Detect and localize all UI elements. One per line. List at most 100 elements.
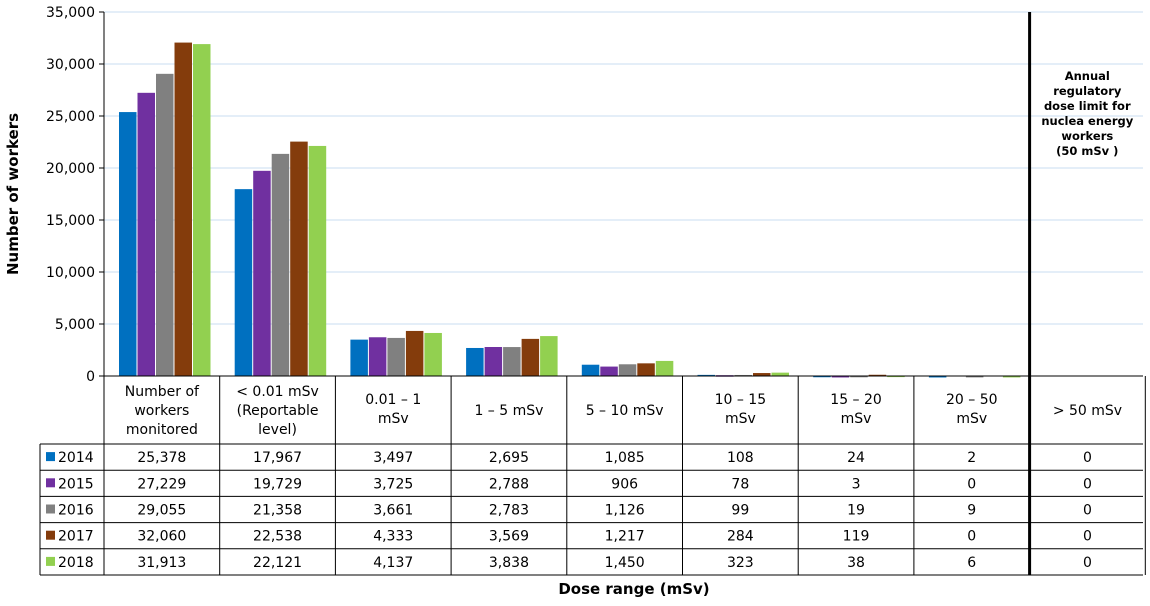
legend-label: 2015 (58, 476, 94, 492)
bar-2017-1 (290, 141, 308, 376)
bar-2018-1 (308, 145, 327, 376)
data-label: 2 (967, 450, 976, 466)
bar-2017-0 (174, 42, 192, 377)
legend-label: 2018 (58, 555, 94, 571)
data-label: 1,217 (605, 529, 645, 545)
dose-limit-annotation: Annual (1065, 69, 1110, 83)
bar-2014-1 (234, 189, 253, 376)
data-label: 19,729 (253, 476, 302, 492)
category-label: mSv (378, 411, 409, 427)
legend-key-2014 (46, 452, 55, 462)
y-tick-label: 5,000 (55, 317, 95, 333)
data-label: 0 (1083, 476, 1092, 492)
bar-2016-7 (965, 375, 984, 378)
data-label: 2,783 (489, 503, 529, 519)
bar-2018-7 (1002, 375, 1021, 378)
data-label: 17,967 (253, 450, 302, 466)
data-label: 1,450 (605, 555, 645, 571)
category-label: Number of (125, 384, 200, 400)
category-label: mSv (841, 411, 872, 427)
data-label: 22,121 (253, 555, 302, 571)
bar-2016-3 (503, 347, 521, 376)
data-label: 0 (1083, 529, 1092, 545)
bar-2014-7 (928, 375, 947, 378)
category-label: < 0.01 mSv (236, 384, 319, 400)
data-label: 3 (852, 476, 861, 492)
bar-2016-2 (387, 337, 405, 376)
data-label: 3,725 (373, 476, 413, 492)
category-label: workers (134, 403, 189, 419)
y-tick-label: 15,000 (46, 213, 95, 229)
legend-key-2015 (46, 478, 55, 488)
data-label: 0 (967, 476, 976, 492)
category-label: 1 – 5 mSv (474, 403, 543, 419)
data-label: 4,137 (373, 555, 413, 571)
bar-2016-4 (618, 364, 637, 376)
bar-2015-6 (831, 375, 850, 378)
data-label: 78 (731, 476, 749, 492)
y-tick-label: 0 (86, 369, 95, 385)
bar-2018-4 (655, 360, 674, 376)
data-label: 38 (847, 555, 865, 571)
category-label: 10 – 15 (715, 392, 767, 408)
category-label: mSv (725, 411, 756, 427)
bar-2016-6 (850, 375, 868, 378)
y-tick-label: 30,000 (46, 57, 95, 73)
legend-label: 2017 (58, 529, 94, 545)
y-tick-label: 20,000 (46, 161, 95, 177)
bar-2018-5 (771, 372, 789, 376)
bar-2017-5 (753, 373, 771, 376)
category-label: (Reportable (237, 403, 319, 419)
bar-2015-2 (368, 337, 387, 376)
data-label: 2,695 (489, 450, 529, 466)
bar-2017-3 (521, 338, 540, 376)
data-label: 108 (727, 450, 754, 466)
data-label: 0 (1083, 503, 1092, 519)
data-label: 0 (1083, 450, 1092, 466)
category-label: > 50 mSv (1053, 403, 1122, 419)
y-axis-title: Number of workers (4, 113, 22, 275)
bar-2018-0 (193, 44, 211, 377)
data-label: 3,497 (373, 450, 413, 466)
data-label: 906 (611, 476, 638, 492)
category-label: 20 – 50 (946, 392, 998, 408)
data-label: 22,538 (253, 529, 302, 545)
legend-label: 2014 (58, 450, 94, 466)
data-label: 29,055 (137, 503, 186, 519)
dose-limit-annotation: regulatory (1053, 84, 1122, 98)
legend-key-2016 (46, 504, 55, 514)
data-label: 24 (847, 450, 865, 466)
bar-2015-0 (137, 92, 155, 377)
bar-2014-4 (581, 364, 600, 376)
y-tick-label: 25,000 (46, 109, 95, 125)
data-label: 2,788 (489, 476, 529, 492)
bar-2014-2 (350, 339, 368, 376)
data-label: 19 (847, 503, 865, 519)
data-label: 99 (731, 503, 749, 519)
data-label: 31,913 (137, 555, 186, 571)
bar-2015-3 (484, 347, 503, 376)
bar-2014-0 (119, 112, 137, 377)
category-label: mSv (956, 411, 987, 427)
bar-2014-3 (466, 347, 484, 376)
bar-2018-3 (540, 336, 558, 376)
bar-2016-1 (271, 153, 290, 376)
y-tick-label: 35,000 (46, 5, 95, 21)
data-label: 27,229 (137, 476, 186, 492)
data-label: 4,333 (373, 529, 413, 545)
data-label: 3,838 (489, 555, 529, 571)
data-label: 25,378 (137, 450, 186, 466)
category-label: 5 – 10 mSv (586, 403, 664, 419)
data-label: 0 (1083, 555, 1092, 571)
legend-key-2017 (46, 530, 55, 540)
bar-2015-4 (600, 366, 618, 376)
data-label: 9 (967, 503, 976, 519)
data-label: 1,085 (605, 450, 645, 466)
dose-limit-annotation: workers (1061, 129, 1113, 143)
y-tick-label: 10,000 (46, 265, 95, 281)
bar-2018-2 (424, 332, 442, 376)
data-label: 32,060 (137, 529, 186, 545)
dose-limit-annotation: nuclea energy (1041, 114, 1133, 128)
